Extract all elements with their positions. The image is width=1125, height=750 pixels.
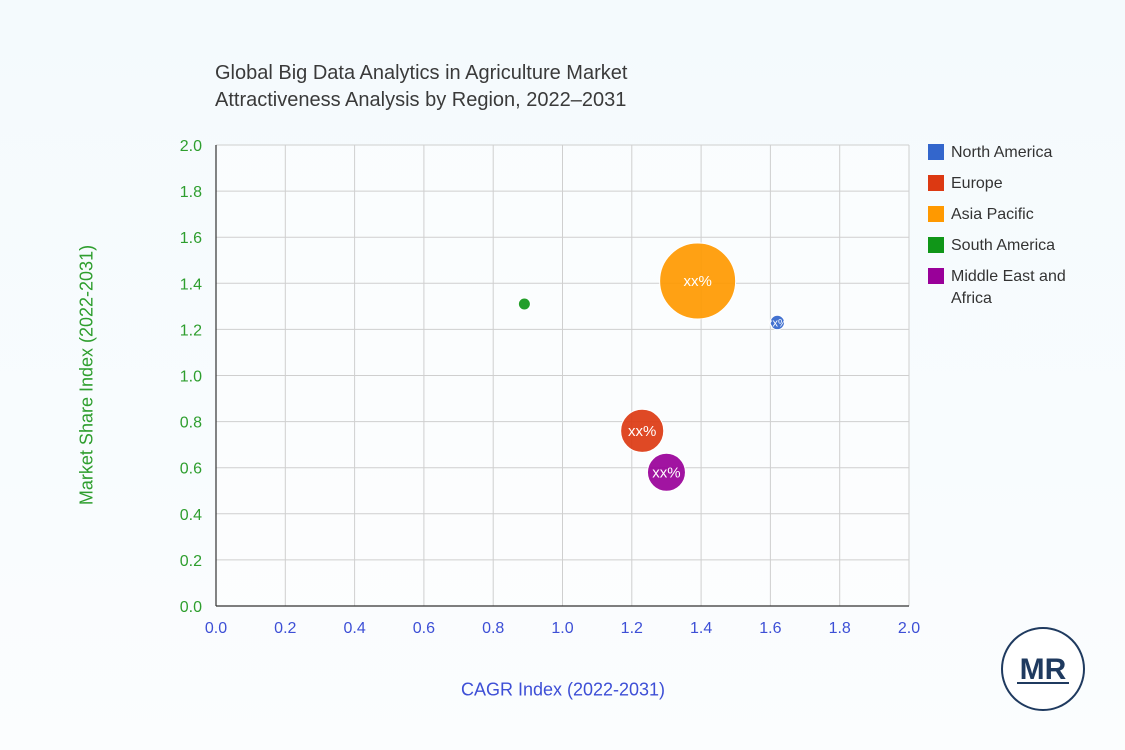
brand-logo: MR <box>1001 627 1085 711</box>
bubble-label-north-america: xx% <box>767 317 788 329</box>
x-tick-label: 1.2 <box>621 620 643 637</box>
y-tick-label: 1.2 <box>180 322 202 339</box>
y-tick-label: 2.0 <box>180 138 202 155</box>
chart-title-line-1: Global Big Data Analytics in Agriculture… <box>215 62 628 84</box>
x-tick-label: 0.0 <box>205 620 227 637</box>
bubble-south-america <box>517 297 531 311</box>
chart-title: Global Big Data Analytics in Agriculture… <box>215 60 855 114</box>
y-tick-label: 0.4 <box>180 507 202 524</box>
legend-item-asia-pacific: Asia Pacific <box>928 204 1098 226</box>
y-axis-label: Market Share Index (2022-2031) <box>76 244 97 506</box>
bubble-middle-east-and-africa <box>646 452 686 492</box>
x-tick-label: 2.0 <box>898 620 920 637</box>
y-tick-label: 0.6 <box>180 461 202 478</box>
logo-mark: MR <box>1017 653 1069 686</box>
x-axis-label: CAGR Index (2022-2031) <box>460 679 666 700</box>
bubble-europe <box>620 408 665 453</box>
y-tick-label: 1.4 <box>180 276 202 293</box>
y-tick-label: 0.8 <box>180 415 202 432</box>
legend-label: North America <box>951 144 1053 161</box>
y-tick-label: 1.0 <box>180 369 202 386</box>
legend-swatch <box>928 206 944 222</box>
chart-legend: North America Europe Asia Pacific South Ame… <box>928 142 1098 319</box>
legend-label: Asia Pacific <box>951 206 1034 223</box>
x-tick-label: 1.4 <box>690 620 712 637</box>
x-tick-label: 1.6 <box>759 620 781 637</box>
logo-text: MR <box>1020 653 1067 686</box>
chart-title-line-2: Attractiveness Analysis by Region, 2022–… <box>215 89 627 111</box>
bubble-north-america <box>769 314 786 331</box>
legend-swatch <box>928 268 944 284</box>
legend-label: Middle East and Africa <box>951 268 1066 307</box>
y-tick-label: 0.2 <box>180 553 202 570</box>
legend-swatch <box>928 175 944 191</box>
legend-swatch <box>928 237 944 253</box>
x-tick-label: 1.8 <box>829 620 851 637</box>
bubble-label-middle-east-and-africa: xx% <box>652 465 680 482</box>
x-tick-label: 0.8 <box>482 620 504 637</box>
legend-item-south-america: South America <box>928 235 1098 257</box>
bubble-label-asia-pacific: xx% <box>683 273 711 290</box>
x-tick-label: 0.2 <box>274 620 296 637</box>
x-tick-label: 0.6 <box>413 620 435 637</box>
bubble-label-europe: xx% <box>628 423 656 440</box>
y-tick-label: 1.6 <box>180 230 202 247</box>
y-tick-label: 1.8 <box>180 184 202 201</box>
legend-label: Europe <box>951 175 1003 192</box>
legend-item-north-america: North America <box>928 142 1098 164</box>
legend-item-middle-east-and-africa: Middle East and Africa <box>928 266 1098 310</box>
legend-label: South America <box>951 237 1056 254</box>
legend-swatch <box>928 144 944 160</box>
y-tick-label: 0.0 <box>180 599 202 616</box>
x-tick-label: 0.4 <box>343 620 365 637</box>
legend-item-europe: Europe <box>928 173 1098 195</box>
x-tick-label: 1.0 <box>551 620 573 637</box>
bubble-asia-pacific <box>659 242 737 320</box>
